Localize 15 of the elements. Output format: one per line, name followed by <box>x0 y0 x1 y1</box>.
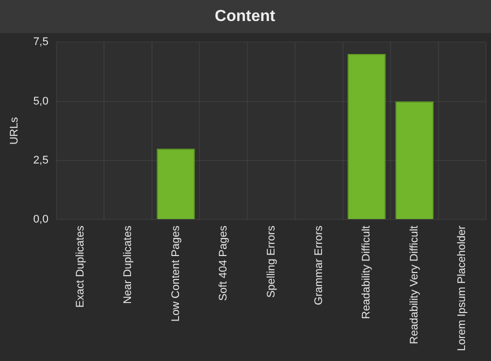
x-tick-label: Grammar Errors <box>313 225 325 306</box>
y-axis-title: URLs <box>8 116 21 145</box>
y-tick-label: 2,5 <box>33 154 48 167</box>
x-tick-label: Exact Duplicates <box>74 225 86 308</box>
x-tick-label: Near Duplicates <box>122 225 134 304</box>
y-tick-label: 7,5 <box>33 36 48 48</box>
x-tick-label: Readability Very Difficult <box>408 226 420 344</box>
x-tick-label: Lorem Ipsum Placeholder <box>456 225 468 352</box>
y-tick-label: 0,0 <box>33 214 48 226</box>
x-tick-label: Spelling Errors <box>265 225 278 298</box>
x-tick-label: Low Content Pages <box>170 225 182 322</box>
y-tick-label: 5,0 <box>33 95 48 108</box>
chart-title: Content <box>214 8 276 26</box>
x-tick-label: Readability Difficult <box>360 226 373 320</box>
x-tick-label: Soft 404 Pages <box>218 225 230 301</box>
